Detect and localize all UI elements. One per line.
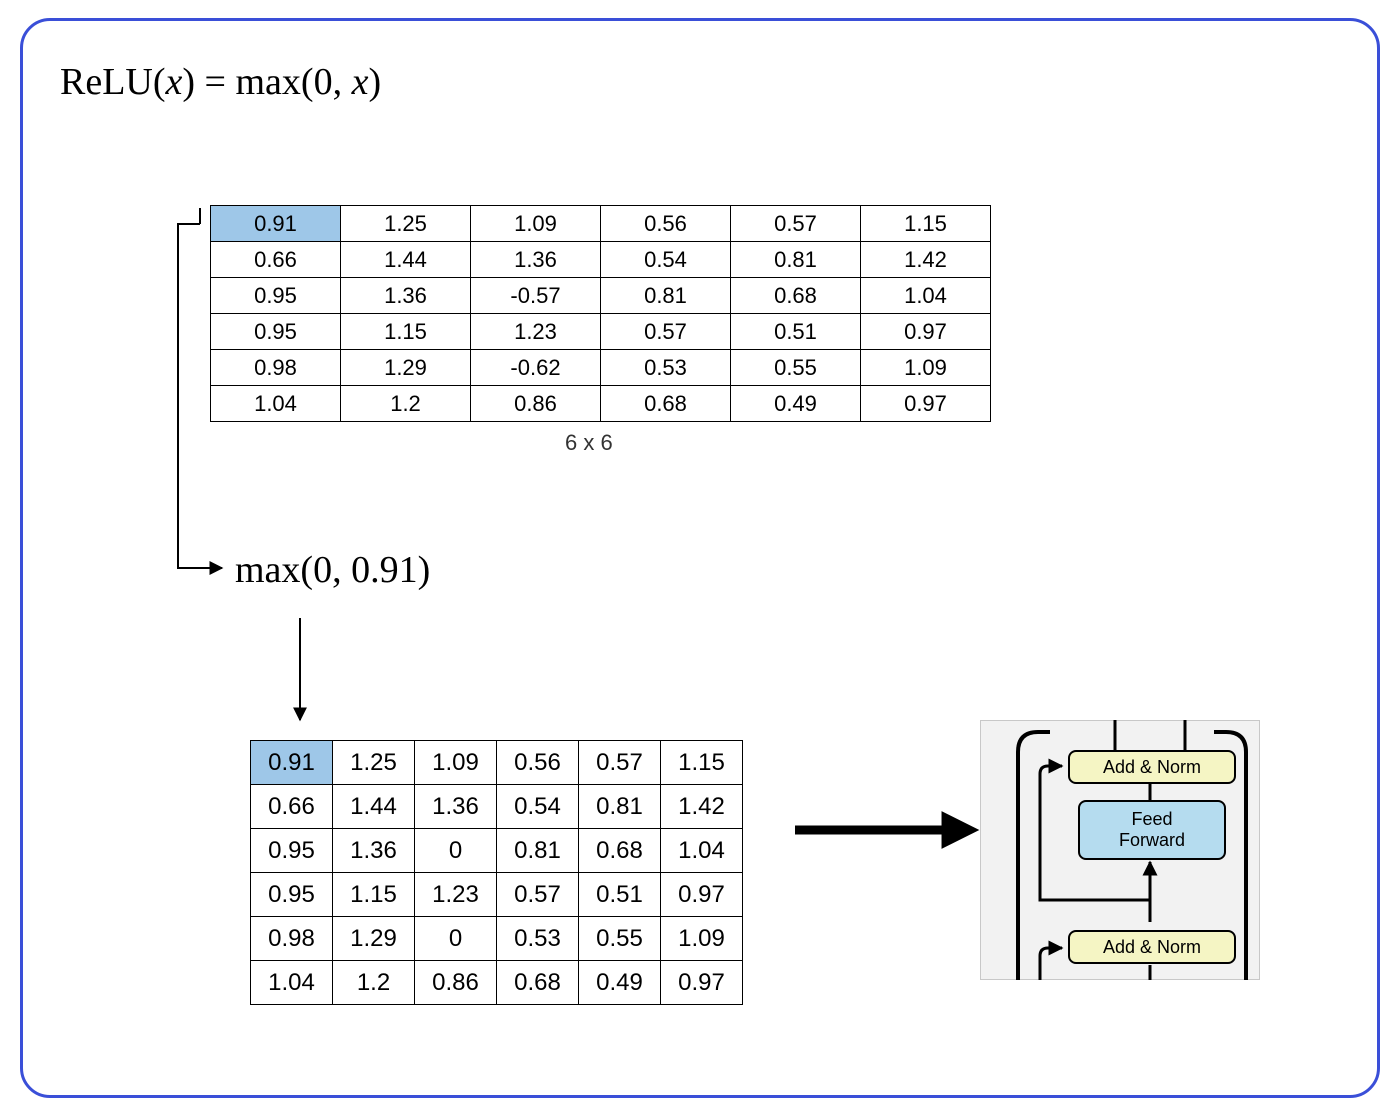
matrix-cell: 1.09 [471, 206, 601, 242]
matrix-cell: 0.81 [579, 785, 661, 829]
matrix-cell: 0.54 [601, 242, 731, 278]
block-add-norm-bottom: Add & Norm [1068, 930, 1236, 964]
matrix-cell: 1.29 [341, 350, 471, 386]
matrix-cell: 0.97 [861, 386, 991, 422]
matrix-cell: 1.15 [861, 206, 991, 242]
matrix-cell: 0.49 [579, 961, 661, 1005]
matrix-cell: 0.56 [497, 741, 579, 785]
matrix-cell: 0.86 [471, 386, 601, 422]
block-add-norm-top: Add & Norm [1068, 750, 1236, 784]
matrix-cell: 0.68 [497, 961, 579, 1005]
matrix-cell: 1.25 [333, 741, 415, 785]
matrix-cell: 0.81 [601, 278, 731, 314]
matrix-cell: 0.98 [211, 350, 341, 386]
matrix-cell: -0.57 [471, 278, 601, 314]
matrix-cell: 1.15 [333, 873, 415, 917]
input-matrix-dim: 6 x 6 [565, 430, 613, 456]
matrix-cell: 0.68 [601, 386, 731, 422]
matrix-cell: 1.09 [415, 741, 497, 785]
matrix-cell: 0.54 [497, 785, 579, 829]
formula-text: ReLU(x) = max(0, x) [60, 61, 381, 103]
matrix-cell: 0.51 [579, 873, 661, 917]
matrix-cell: 0.95 [211, 314, 341, 350]
matrix-cell: 0.57 [497, 873, 579, 917]
matrix-cell: 0.86 [415, 961, 497, 1005]
matrix-cell: 1.15 [661, 741, 743, 785]
matrix-cell: 0.97 [661, 873, 743, 917]
matrix-cell: 0.56 [601, 206, 731, 242]
matrix-cell: 0.68 [731, 278, 861, 314]
output-matrix: 0.911.251.090.560.571.150.661.441.360.54… [250, 740, 743, 1005]
matrix-cell: 0.57 [731, 206, 861, 242]
matrix-cell: 1.44 [341, 242, 471, 278]
input-matrix: 0.911.251.090.560.571.150.661.441.360.54… [210, 205, 991, 422]
matrix-cell: 1.42 [661, 785, 743, 829]
matrix-cell: 1.15 [341, 314, 471, 350]
matrix-cell: 0.55 [579, 917, 661, 961]
matrix-cell: 1.36 [415, 785, 497, 829]
matrix-cell: 1.42 [861, 242, 991, 278]
matrix-cell: 0.97 [861, 314, 991, 350]
block-feed-forward: Feed Forward [1078, 800, 1226, 860]
matrix-cell: 0.66 [211, 242, 341, 278]
canvas: ReLU(x) = max(0, x) 0.911.251.090.560.57… [0, 0, 1400, 1117]
matrix-cell: 0.57 [579, 741, 661, 785]
matrix-cell: 0.81 [497, 829, 579, 873]
matrix-cell: 0.68 [579, 829, 661, 873]
matrix-cell: 1.09 [861, 350, 991, 386]
matrix-cell: 1.36 [471, 242, 601, 278]
matrix-cell: 1.36 [333, 829, 415, 873]
matrix-cell: 1.29 [333, 917, 415, 961]
matrix-cell: 1.25 [341, 206, 471, 242]
matrix-cell: 0.95 [251, 829, 333, 873]
matrix-cell: 0.53 [497, 917, 579, 961]
matrix-cell: 0.97 [661, 961, 743, 1005]
matrix-cell: 1.2 [341, 386, 471, 422]
matrix-cell: 1.44 [333, 785, 415, 829]
matrix-cell: 0.95 [211, 278, 341, 314]
matrix-cell: 0 [415, 829, 497, 873]
matrix-cell: 0.55 [731, 350, 861, 386]
matrix-cell: 1.04 [861, 278, 991, 314]
relu-formula: ReLU(x) = max(0, x) [60, 60, 381, 104]
matrix-cell: 0 [415, 917, 497, 961]
matrix-cell: 1.04 [661, 829, 743, 873]
matrix-cell: 0.81 [731, 242, 861, 278]
matrix-cell: 1.04 [211, 386, 341, 422]
matrix-cell: 1.04 [251, 961, 333, 1005]
matrix-cell: 0.49 [731, 386, 861, 422]
matrix-cell: 0.91 [211, 206, 341, 242]
matrix-cell: 0.53 [601, 350, 731, 386]
matrix-cell: 1.2 [333, 961, 415, 1005]
matrix-cell: 1.23 [471, 314, 601, 350]
matrix-cell: 0.98 [251, 917, 333, 961]
matrix-cell: 0.66 [251, 785, 333, 829]
matrix-cell: -0.62 [471, 350, 601, 386]
matrix-cell: 1.09 [661, 917, 743, 961]
matrix-cell: 1.36 [341, 278, 471, 314]
matrix-cell: 0.57 [601, 314, 731, 350]
matrix-cell: 0.51 [731, 314, 861, 350]
step-expression: max(0, 0.91) [235, 548, 430, 592]
matrix-cell: 0.91 [251, 741, 333, 785]
matrix-cell: 1.23 [415, 873, 497, 917]
matrix-cell: 0.95 [251, 873, 333, 917]
